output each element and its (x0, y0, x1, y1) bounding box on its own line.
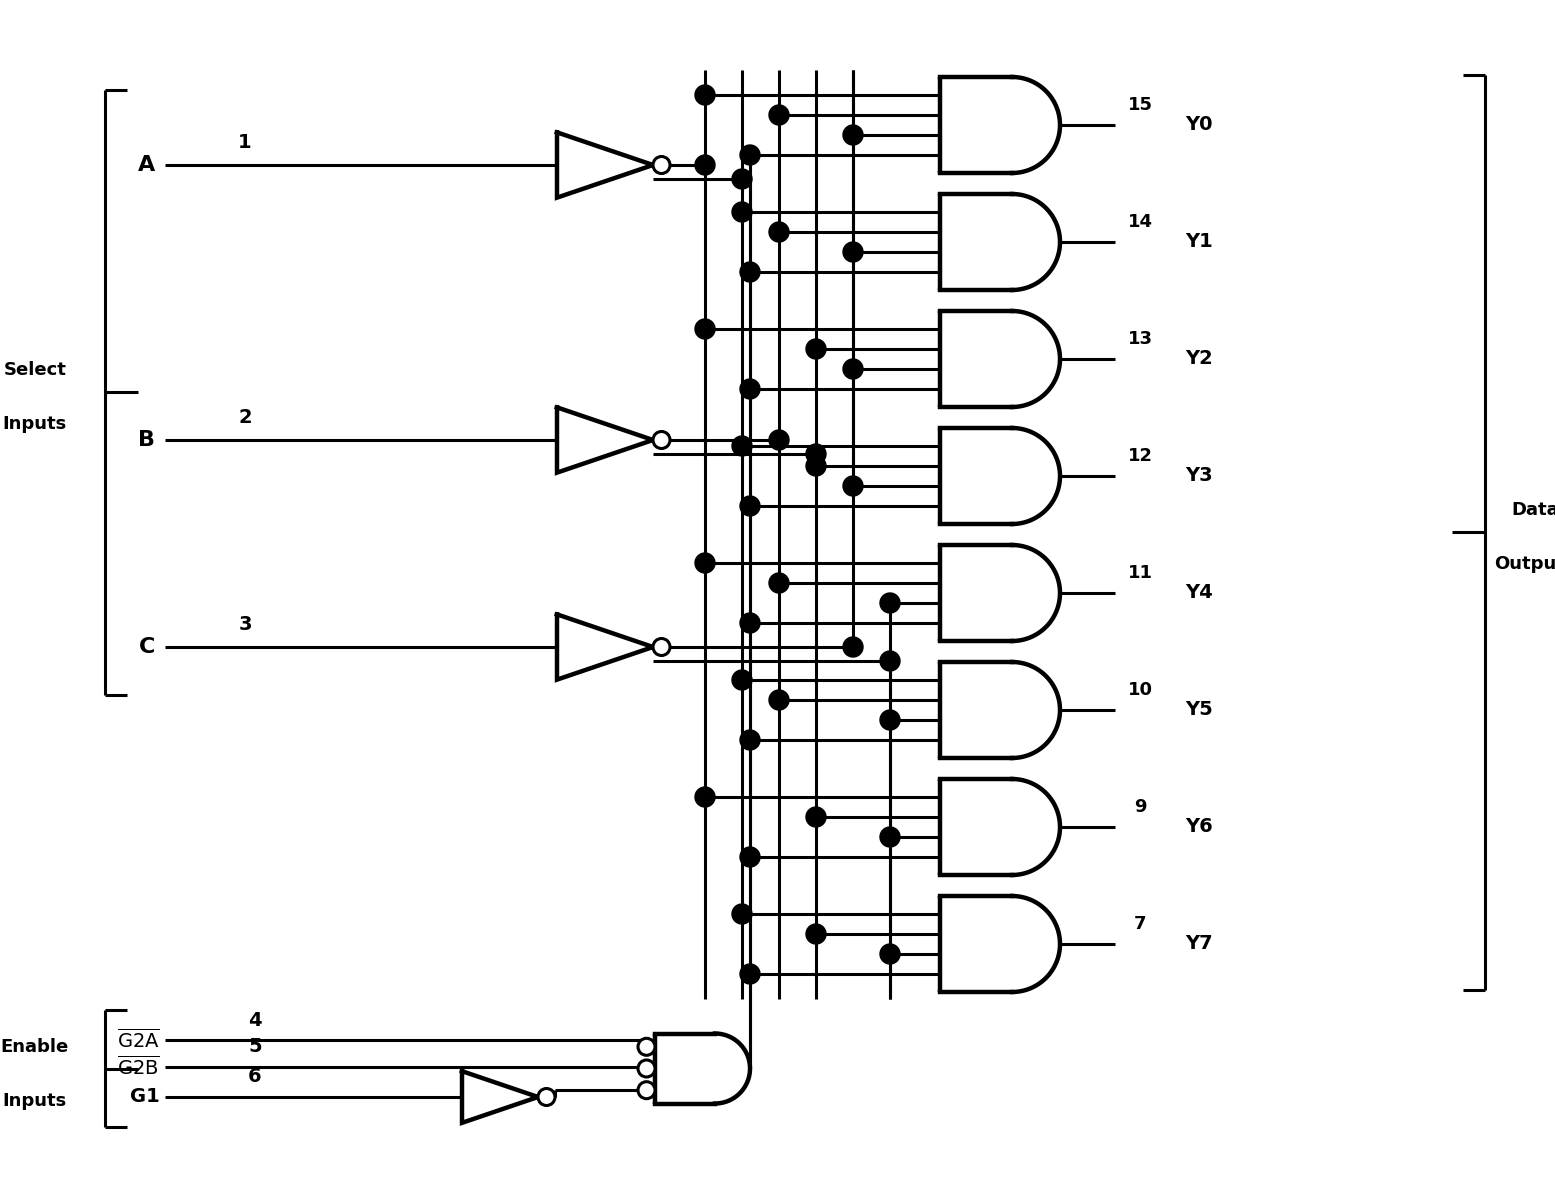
Circle shape (805, 445, 826, 464)
Circle shape (880, 651, 900, 672)
Circle shape (805, 924, 826, 944)
Text: 6: 6 (249, 1067, 261, 1086)
Text: Y1: Y1 (1185, 233, 1213, 251)
Circle shape (770, 430, 788, 451)
Text: A: A (138, 155, 156, 174)
Circle shape (770, 572, 788, 593)
Text: C: C (138, 637, 156, 657)
Circle shape (770, 105, 788, 125)
Circle shape (638, 1081, 655, 1098)
Circle shape (740, 145, 760, 165)
Circle shape (653, 638, 670, 656)
Circle shape (740, 496, 760, 516)
Text: 14: 14 (1127, 213, 1152, 231)
Circle shape (740, 262, 760, 282)
Text: 1: 1 (238, 134, 252, 153)
Text: Outputs: Outputs (1494, 556, 1555, 574)
Circle shape (843, 637, 863, 657)
Text: Data: Data (1511, 502, 1555, 520)
Text: B: B (138, 430, 156, 451)
Circle shape (732, 168, 753, 189)
Text: Y0: Y0 (1185, 116, 1213, 135)
Circle shape (880, 593, 900, 613)
Text: 15: 15 (1127, 96, 1152, 114)
Text: Y7: Y7 (1185, 934, 1213, 954)
Text: 5: 5 (249, 1037, 261, 1056)
Circle shape (695, 85, 715, 105)
Text: 10: 10 (1127, 681, 1152, 699)
Circle shape (740, 379, 760, 399)
Circle shape (695, 788, 715, 807)
Circle shape (843, 125, 863, 145)
Text: Enable: Enable (2, 1037, 68, 1055)
Text: 12: 12 (1127, 447, 1152, 465)
Circle shape (740, 730, 760, 750)
Circle shape (695, 319, 715, 339)
Text: Y4: Y4 (1185, 583, 1213, 602)
Circle shape (638, 1038, 655, 1055)
Circle shape (638, 1060, 655, 1077)
Text: $\overline{\mathrm{G2A}}$: $\overline{\mathrm{G2A}}$ (117, 1028, 160, 1052)
Text: Select: Select (3, 362, 67, 380)
Circle shape (770, 222, 788, 243)
Circle shape (653, 431, 670, 448)
Text: Y2: Y2 (1185, 349, 1213, 368)
Text: Y3: Y3 (1185, 466, 1213, 485)
Circle shape (805, 807, 826, 827)
Text: 3: 3 (238, 615, 252, 635)
Circle shape (732, 202, 753, 222)
Circle shape (732, 436, 753, 456)
Circle shape (732, 670, 753, 690)
Circle shape (538, 1089, 555, 1105)
Circle shape (843, 476, 863, 496)
Circle shape (770, 690, 788, 710)
Text: G1: G1 (131, 1087, 160, 1107)
Text: 11: 11 (1127, 564, 1152, 582)
Circle shape (805, 456, 826, 476)
Circle shape (843, 358, 863, 379)
Text: Y5: Y5 (1185, 700, 1213, 719)
Circle shape (732, 903, 753, 924)
Text: Inputs: Inputs (3, 416, 67, 434)
Circle shape (695, 155, 715, 174)
Circle shape (653, 157, 670, 173)
Circle shape (740, 964, 760, 983)
Circle shape (740, 613, 760, 633)
Text: 13: 13 (1127, 330, 1152, 348)
Circle shape (740, 847, 760, 868)
Circle shape (880, 827, 900, 847)
Text: 9: 9 (1134, 798, 1146, 816)
Text: 2: 2 (238, 409, 252, 428)
Circle shape (880, 710, 900, 730)
Text: 4: 4 (249, 1011, 261, 1030)
Circle shape (805, 339, 826, 358)
Circle shape (880, 944, 900, 964)
Text: 7: 7 (1134, 915, 1146, 933)
Text: Inputs: Inputs (3, 1091, 67, 1109)
Text: $\overline{\mathrm{G2B}}$: $\overline{\mathrm{G2B}}$ (117, 1055, 160, 1079)
Circle shape (843, 243, 863, 262)
Circle shape (695, 553, 715, 572)
Text: Y6: Y6 (1185, 817, 1213, 836)
